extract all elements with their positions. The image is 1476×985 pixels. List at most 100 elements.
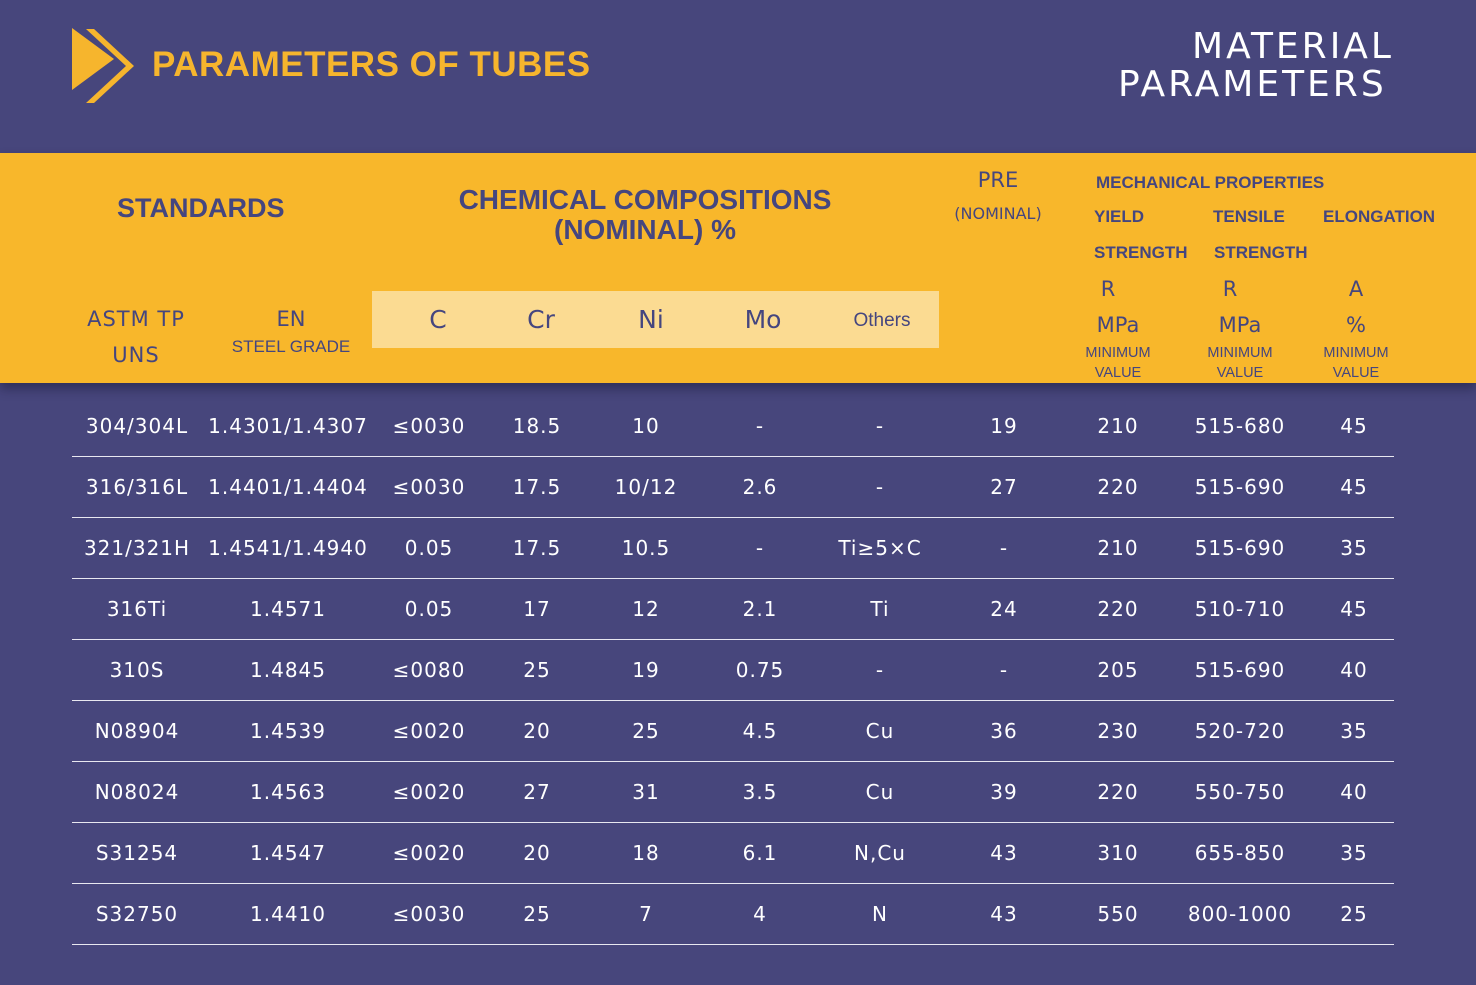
elongation-cell: 35 <box>1340 719 1368 743</box>
cr-cell: 17 <box>523 597 551 621</box>
en-cell: 1.4539 <box>250 719 326 743</box>
mo-cell: 4.5 <box>742 719 778 743</box>
elongation-cell: 35 <box>1340 841 1368 865</box>
table-row: 316/316L 1.4401/1.4404 ≤0030 17.5 10/12 2.6 - 2… <box>72 457 1394 518</box>
yield-line2: STRENGTH <box>1094 243 1188 262</box>
c-cell: ≤0030 <box>392 414 466 438</box>
chemical-compositions-heading: CHEMICAL COMPOSITIONS (NOMINAL) % <box>440 185 850 245</box>
elongation-cell: 45 <box>1340 475 1368 499</box>
ni-cell: 19 <box>632 658 660 682</box>
yield-cell: 210 <box>1097 536 1139 560</box>
en-line1: EN <box>276 307 306 331</box>
en-line2: STEEL GRADE <box>231 337 351 356</box>
cr-cell: 25 <box>523 658 551 682</box>
en-cell: 1.4410 <box>250 902 326 926</box>
pre-cell: 39 <box>990 780 1018 804</box>
c-cell: ≤0030 <box>392 902 466 926</box>
mo-cell: 6.1 <box>742 841 778 865</box>
element-cr-heading: Cr <box>527 305 555 334</box>
ni-cell: 10/12 <box>614 475 678 499</box>
elongation-cell: 40 <box>1340 780 1368 804</box>
others-cell: Ti <box>870 597 890 621</box>
element-c-heading: C <box>429 305 447 334</box>
cr-cell: 17.5 <box>512 475 562 499</box>
ni-cell: 10.5 <box>621 536 671 560</box>
yield-cell: 210 <box>1097 414 1139 438</box>
ni-cell: 18 <box>632 841 660 865</box>
others-cell: Cu <box>865 780 895 804</box>
en-cell: 1.4301/1.4307 <box>208 414 368 438</box>
table-row: 304/304L 1.4301/1.4307 ≤0030 18.5 10 - - 19 210 5… <box>72 396 1394 457</box>
elongation-heading: ELONGATION A % MINIMUM VALUE <box>1304 199 1435 383</box>
astm-cell: S31254 <box>95 841 179 865</box>
c-cell: ≤0080 <box>392 658 466 682</box>
table-row: N08024 1.4563 ≤0020 27 31 3.5 Cu 39 220 550-750 40 <box>72 762 1394 823</box>
c-cell: ≤0020 <box>392 841 466 865</box>
table-row: S32750 1.4410 ≤0030 25 7 4 N 43 550 800-1000 25 <box>72 884 1394 945</box>
elongation-cell: 45 <box>1340 597 1368 621</box>
mo-cell: 2.6 <box>742 475 778 499</box>
yield-min-line1: MINIMUM <box>1085 345 1151 361</box>
yield-symbol: R <box>1100 277 1116 301</box>
tensile-cell: 515-680 <box>1194 414 1286 438</box>
mo-cell: 0.75 <box>735 658 785 682</box>
yield-cell: 310 <box>1097 841 1139 865</box>
chem-heading-line2: (NOMINAL) % <box>554 214 736 245</box>
tensile-cell: 515-690 <box>1194 475 1286 499</box>
cr-cell: 20 <box>523 719 551 743</box>
pre-heading-line1: PRE <box>977 168 1019 192</box>
pre-cell: 43 <box>990 902 1018 926</box>
element-ni-heading: Ni <box>638 305 664 334</box>
side-title-line1: MATERIAL <box>1192 26 1394 67</box>
others-cell: Cu <box>865 719 895 743</box>
page-title: PARAMETERS OF TUBES <box>152 45 591 84</box>
others-cell: - <box>875 658 885 682</box>
en-cell: 1.4845 <box>250 658 326 682</box>
astm-cell: 321/321H <box>83 536 191 560</box>
double-chevron-icon <box>72 28 134 103</box>
others-cell: - <box>875 475 885 499</box>
others-cell: Ti≥5×C <box>838 536 922 560</box>
yield-unit: MPa <box>1096 313 1140 337</box>
others-cell: N,Cu <box>854 841 906 865</box>
astm-cell: 316/316L <box>85 475 189 499</box>
astm-cell: N08904 <box>94 719 180 743</box>
pre-heading-line2: (NOMINAL) <box>954 204 1042 223</box>
elongation-cell: 35 <box>1340 536 1368 560</box>
table-row: 316Ti 1.4571 0.05 17 12 2.1 Ti 24 220 510-710 45 <box>72 579 1394 640</box>
tensile-cell: 510-710 <box>1194 597 1286 621</box>
tensile-cell: 550-750 <box>1194 780 1286 804</box>
en-cell: 1.4401/1.4404 <box>208 475 368 499</box>
c-cell: 0.05 <box>404 536 454 560</box>
table-row: S31254 1.4547 ≤0020 20 18 6.1 N,Cu 43 310 655-850… <box>72 823 1394 884</box>
tensile-line2: STRENGTH <box>1214 243 1308 262</box>
ni-cell: 10 <box>632 414 660 438</box>
elongation-unit: % <box>1346 313 1366 337</box>
yield-line1: YIELD <box>1094 207 1145 226</box>
c-cell: ≤0030 <box>392 475 466 499</box>
tensile-strength-heading: TENSILE STRENGTH R MPa MINIMUM VALUE <box>1188 199 1308 383</box>
data-table-body: 304/304L 1.4301/1.4307 ≤0030 18.5 10 - - 19 210 5… <box>72 396 1394 945</box>
pre-heading: PRE (NOMINAL) <box>940 163 1056 231</box>
others-cell: - <box>875 414 885 438</box>
c-cell: ≤0020 <box>392 780 466 804</box>
side-title: MATERIAL PARAMETERS <box>1118 28 1394 104</box>
astm-heading: ASTM TP UNS <box>78 301 194 373</box>
elongation-cell: 45 <box>1340 414 1368 438</box>
elongation-symbol: A <box>1348 277 1364 301</box>
pre-cell: 19 <box>990 414 1018 438</box>
en-cell: 1.4571 <box>250 597 326 621</box>
yield-cell: 230 <box>1097 719 1139 743</box>
chem-heading-line1: CHEMICAL COMPOSITIONS <box>458 184 832 215</box>
mo-cell: - <box>755 536 765 560</box>
yield-cell: 205 <box>1097 658 1139 682</box>
astm-line2: UNS <box>112 343 160 367</box>
cr-cell: 20 <box>523 841 551 865</box>
tensile-cell: 655-850 <box>1194 841 1286 865</box>
en-cell: 1.4547 <box>250 841 326 865</box>
ni-cell: 25 <box>632 719 660 743</box>
cr-cell: 18.5 <box>512 414 562 438</box>
pre-cell: - <box>999 658 1009 682</box>
yield-cell: 220 <box>1097 475 1139 499</box>
c-cell: 0.05 <box>404 597 454 621</box>
